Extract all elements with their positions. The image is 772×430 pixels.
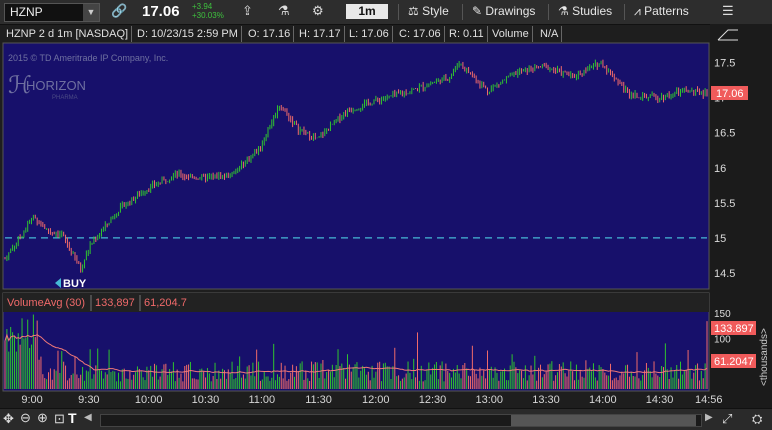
style-button[interactable]: ⚖ Style <box>408 4 449 18</box>
time-tick-label: 13:00 <box>476 394 504 406</box>
time-tick-label: 10:30 <box>192 394 220 406</box>
info-range: R: 0.11 <box>446 26 488 42</box>
symbol-dropdown-icon[interactable]: ▼ <box>83 4 99 21</box>
price-tick-label: 15 <box>714 233 726 245</box>
toolbar-divider <box>548 4 549 20</box>
time-tick-label: 11:00 <box>248 394 275 406</box>
time-tick-label: 11:30 <box>305 394 332 406</box>
text-tool-icon[interactable]: T <box>68 410 77 426</box>
volume-tick-label: 150 <box>714 309 731 320</box>
watermark-logo: HORIZON <box>26 78 86 93</box>
pan-icon[interactable]: ✥ <box>3 411 14 426</box>
zoom-out-icon[interactable]: ⊖ <box>20 410 31 425</box>
time-tick-label: 10:00 <box>135 394 163 406</box>
volume-avg-label: 61.2047 <box>714 356 754 368</box>
studies-label: Studies <box>572 4 613 18</box>
scrollbar-thumb[interactable] <box>511 415 696 426</box>
beaker-icon: ⚗ <box>558 4 573 18</box>
timeframe-button[interactable]: 1m <box>346 4 388 19</box>
volume-tick-label: 100 <box>714 334 731 345</box>
info-close: C: 17.06 <box>396 26 445 42</box>
buy-arrow-icon <box>55 278 61 288</box>
flask-icon[interactable]: ⚗ <box>278 3 290 18</box>
info-low: L: 17.06 <box>346 26 393 42</box>
chart-mode-icon[interactable] <box>717 29 738 41</box>
price-tick-label: 17.5 <box>714 58 735 70</box>
info-open: O: 17.16 <box>245 26 295 42</box>
time-tick-label: 12:30 <box>419 394 447 406</box>
chart-toolbar: HZNP ▼ 🔗 17.06 +3.94 +30.03% ⇪ ⚗ ⚙ 1m ⚖ … <box>0 0 772 25</box>
link-icon[interactable]: 🔗 <box>111 3 128 18</box>
watermark-copyright: 2015 © TD Ameritrade IP Company, Inc. <box>8 53 168 63</box>
last-price: 17.06 <box>142 3 180 20</box>
info-description: HZNP 2 d 1m [NASDAQ] <box>3 26 133 42</box>
time-tick-label: 12:00 <box>362 394 390 406</box>
time-tick-label: 9:00 <box>21 394 42 406</box>
info-high: H: 17.17 <box>296 26 345 42</box>
drawings-label: Drawings <box>485 4 536 18</box>
time-tick-label: 14:00 <box>589 394 617 406</box>
symbol-text: HZNP <box>10 5 43 19</box>
patterns-button[interactable]: ⩘ Patterns <box>634 4 689 19</box>
expand-icon[interactable]: ⤢ <box>722 411 733 426</box>
menu-icon[interactable]: ☰ <box>722 3 734 18</box>
zoom-in-icon[interactable]: ⊕ <box>37 410 48 425</box>
info-volume-label: Volume <box>489 26 533 42</box>
volume-avg-line <box>4 333 708 374</box>
price-tick-label: 15.5 <box>714 198 735 210</box>
volume-study-value: 133,897 <box>95 297 135 309</box>
style-label: Style <box>422 4 449 18</box>
buy-marker-label: BUY <box>63 278 87 290</box>
volume-avg-value: 61,204.7 <box>144 297 187 309</box>
toolbar-divider <box>398 4 399 20</box>
share-icon[interactable]: ⇪ <box>242 3 253 18</box>
scroll-right-icon[interactable]: ▶ <box>705 412 713 423</box>
last-price-label: 17.06 <box>716 88 744 100</box>
time-tick-label: 9:30 <box>78 394 99 406</box>
volume-study-name: VolumeAvg (30) <box>7 297 85 309</box>
toolbar-divider <box>624 4 625 20</box>
symbol-input[interactable]: HZNP ▼ <box>4 3 100 22</box>
volume-units-label: <thousands> <box>759 328 770 386</box>
settings-icon[interactable]: ⛭ <box>752 411 763 426</box>
price-tick-label: 14.5 <box>714 268 735 280</box>
horizontal-scrollbar[interactable] <box>100 414 702 427</box>
volume-last-label-bg <box>711 321 756 335</box>
pct-change: +30.03% <box>192 11 224 20</box>
price-change: +3.94 +30.03% <box>192 2 224 20</box>
patterns-icon: ⩘ <box>634 4 645 18</box>
time-tick-label: 13:30 <box>532 394 560 406</box>
volume-avg-label-bg <box>711 354 756 368</box>
chart-canvas[interactable]: 17.51716.51615.51514.59:009:3010:0010:30… <box>0 0 772 408</box>
studies-button[interactable]: ⚗ Studies <box>558 4 612 18</box>
pencil-icon: ✎ <box>472 4 486 18</box>
toolbar-divider <box>462 4 463 20</box>
scroll-left-icon[interactable]: ◀ <box>84 412 92 423</box>
patterns-label: Patterns <box>644 4 689 18</box>
info-date: D: 10/23/15 2:59 PM <box>134 26 242 42</box>
gear-icon[interactable]: ⚙ <box>312 3 324 18</box>
time-tick-label: 14:30 <box>646 394 674 406</box>
info-volume-value: N/A <box>537 26 563 42</box>
price-tick-label: 16 <box>714 163 726 175</box>
price-pane[interactable] <box>2 42 710 290</box>
price-tick-label: 16.5 <box>714 128 735 140</box>
drawings-button[interactable]: ✎ Drawings <box>472 4 535 18</box>
net-change: +3.94 <box>192 2 213 11</box>
volume-last-label: 133.897 <box>714 323 754 335</box>
bottom-bar: ✥ ⊖ ⊕ ⊡ T ◀ ▶ ⤢ ⛭ <box>0 408 772 430</box>
watermark-logo-sub: PHARMA <box>52 95 78 101</box>
style-icon: ⚖ <box>408 4 423 18</box>
last-price-label-bg <box>711 86 748 100</box>
time-tick-label: 14:56 <box>695 394 723 406</box>
horizon-logo-icon: ℋ <box>8 73 32 99</box>
volume-header-strip <box>3 293 709 312</box>
zoom-box-icon[interactable]: ⊡ <box>54 411 65 426</box>
